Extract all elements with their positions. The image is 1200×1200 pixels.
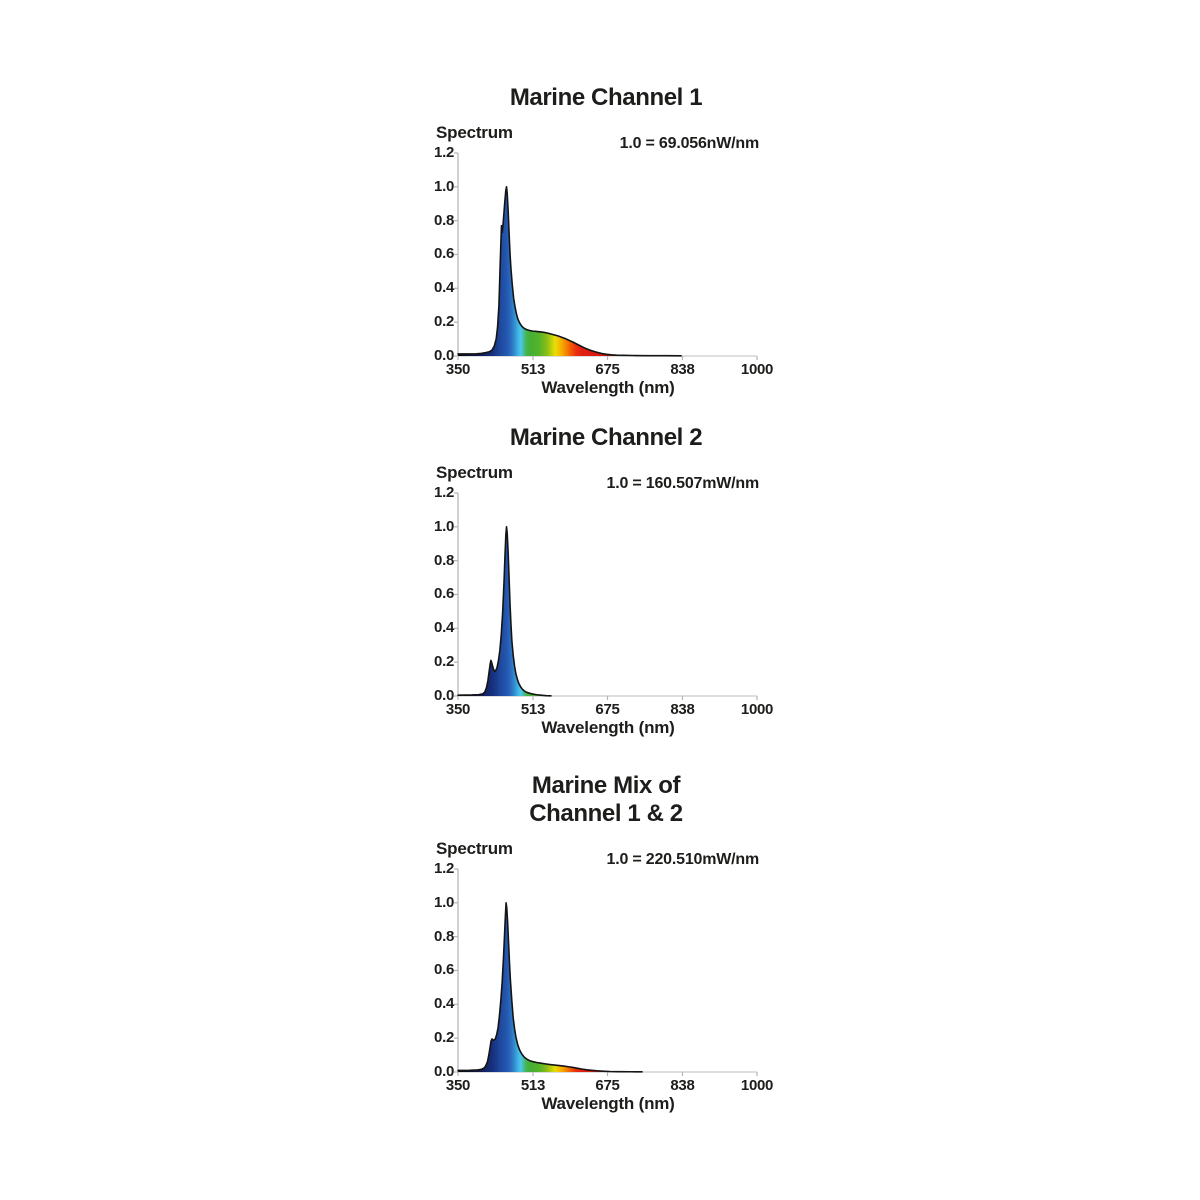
y-tick-label: 1.2 [434,859,454,877]
y-tick-label: 0.8 [434,927,454,945]
y-tick-label: 0.4 [434,995,454,1013]
chart-title-line-2: Channel 1 & 2 [529,800,683,827]
spectrum-curve [457,526,552,697]
spectrum-plot [454,492,758,700]
y-tick-label: 1.0 [434,177,454,195]
y-tick-label: 1.2 [434,143,454,161]
chart-title: Marine Mix of Channel 1 & 2 [454,772,758,828]
x-tick-label: 513 [520,361,546,378]
x-tick-label: 838 [670,701,695,718]
x-tick-label: 350 [445,701,471,718]
y-tick-label: 1.0 [434,517,454,535]
x-tick-label: 675 [595,361,620,378]
y-axis-title: Spectrum [436,123,513,142]
x-axis-title: Wavelength (nm) [541,718,675,737]
x-tick-label: 1000 [740,701,774,718]
x-tick-label: 1000 [740,361,774,378]
y-tick-label: 0.4 [434,619,454,637]
chart-title-line-1: Marine Mix of [531,772,681,799]
chart-title-line-1: Marine Channel 1 [509,84,703,111]
chart-title-line-1: Marine Channel 2 [509,424,703,451]
spectrum-curve [457,186,682,357]
scale-note: 1.0 = 160.507mW/nm [606,475,760,492]
spectrum-plot [454,152,758,360]
x-tick-label: 838 [670,1077,695,1094]
x-tick-label: 513 [520,701,546,718]
y-tick-label: 0.6 [434,245,454,263]
y-axis-title: Spectrum [436,463,513,482]
y-tick-label: 0.0 [434,1063,454,1080]
x-axis-title: Wavelength (nm) [541,1094,675,1113]
y-tick-label: 0.2 [434,653,454,671]
spectrum-chart-marine-channel-2: Marine Channel 2 Spectrum 1.0 = 160.507m… [430,424,775,740]
scale-note: 1.0 = 69.056nW/nm [619,135,760,152]
spectrum-curve [457,902,643,1073]
y-tick-label: 0.6 [434,585,454,603]
spectrum-area [458,526,551,696]
spectrum-area [458,902,642,1072]
x-tick-label: 350 [445,361,471,378]
y-tick-label: 0.8 [434,551,454,569]
spectrum-chart-marine-channel-1: Marine Channel 1 Spectrum 1.0 = 69.056nW… [430,84,775,400]
spectrum-chart-marine-mix: Marine Mix of Channel 1 & 2 Spectrum 1.0… [430,772,775,1116]
y-tick-label: 0.0 [434,347,454,364]
y-tick-label: 0.0 [434,687,454,704]
y-tick-label: 1.2 [434,483,454,501]
y-tick-label: 0.2 [434,1029,454,1047]
x-tick-label: 1000 [740,1077,774,1094]
spectrum-area [458,186,682,356]
y-tick-label: 1.0 [434,893,454,911]
y-axis-title: Spectrum [436,839,513,858]
x-tick-label: 675 [595,701,620,718]
x-tick-label: 350 [445,1077,471,1094]
x-tick-label: 513 [520,1077,546,1094]
chart-title: Marine Channel 1 [454,84,758,112]
x-tick-label: 675 [595,1077,620,1094]
y-tick-label: 0.2 [434,313,454,331]
x-tick-label: 838 [670,361,695,378]
y-tick-label: 0.8 [434,211,454,229]
x-axis-title: Wavelength (nm) [541,378,675,397]
y-tick-label: 0.6 [434,961,454,979]
scale-note: 1.0 = 220.510mW/nm [606,851,760,868]
spectrum-plot [454,868,758,1076]
chart-title: Marine Channel 2 [454,424,758,452]
y-tick-label: 0.4 [434,279,454,297]
